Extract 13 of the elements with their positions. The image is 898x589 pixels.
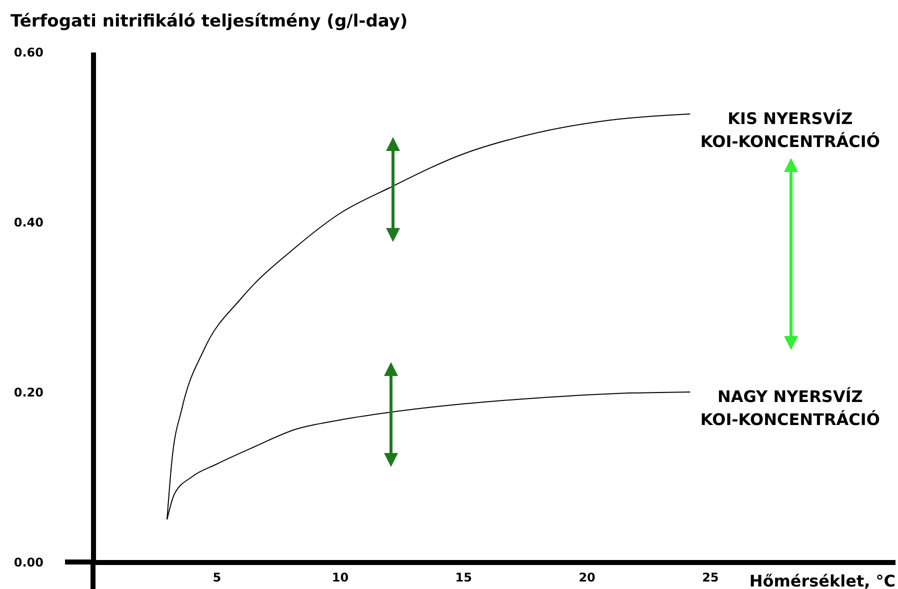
y-tick-label: 0.00	[14, 556, 44, 570]
y-tick-label: 0.40	[14, 216, 44, 230]
series-label: KIS NYERSVÍZ KOI-KONCENTRÁCIÓ	[700, 109, 880, 152]
y-axis-title: Térfogati nitrifikáló teljesítmény (g/l-day)	[10, 12, 408, 32]
x-axis-title: Hőmérséklet, °C	[749, 572, 896, 589]
x-tick-label: 15	[455, 570, 472, 584]
x-tick-label: 5	[212, 570, 222, 584]
series-label: NAGY NYERSVÍZ KOI-KONCENTRÁCIÓ	[700, 387, 880, 429]
x-tick-label: 25	[702, 570, 719, 584]
y-tick-label: 0.60	[14, 46, 44, 60]
y-tick-label: 0.20	[14, 386, 44, 400]
x-tick-label: 20	[578, 570, 596, 584]
x-tick-label: 10	[332, 570, 349, 584]
